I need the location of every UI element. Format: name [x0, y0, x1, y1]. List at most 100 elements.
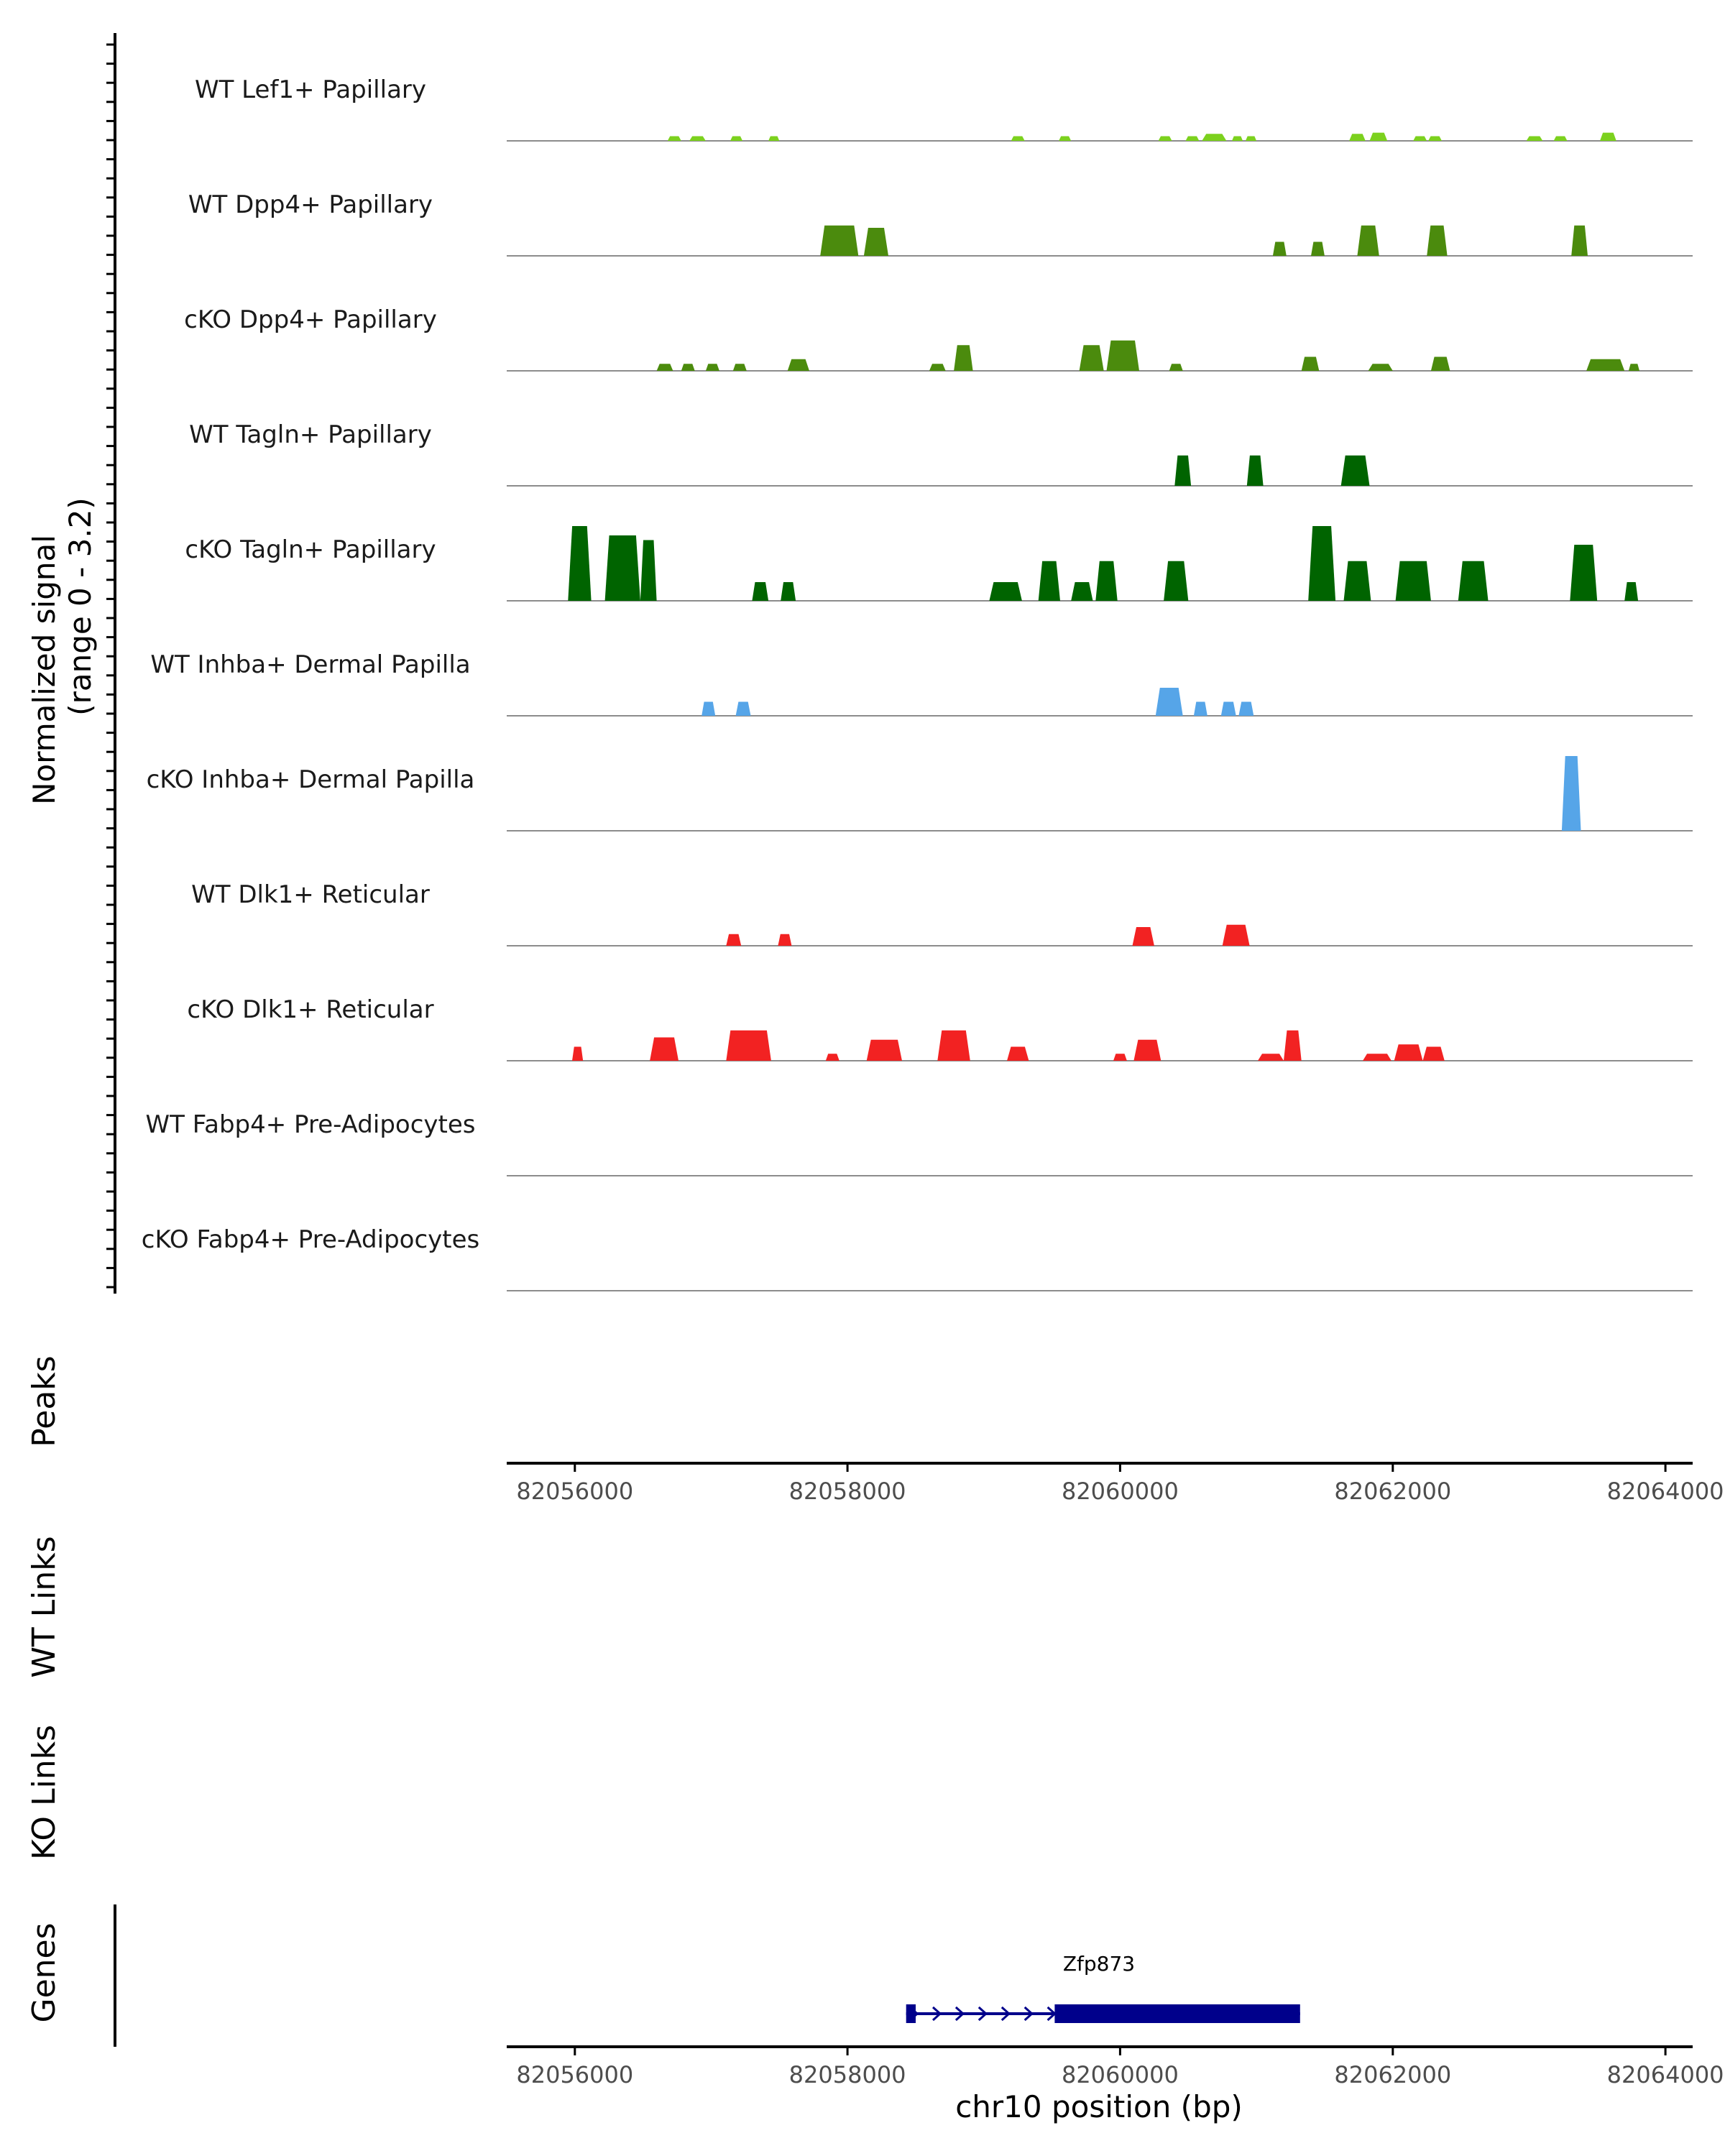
coverage-peak	[1007, 1046, 1029, 1061]
coverage-peak	[1394, 1044, 1423, 1061]
x-tick-label: 82064000	[1607, 1478, 1724, 1505]
coverage-peak	[1246, 455, 1264, 486]
track-cko-tagln-papillary: cKO Tagln+ Papillary	[185, 526, 1693, 602]
coverage-peak	[1071, 582, 1093, 601]
coverage-peak	[1368, 364, 1393, 371]
track-cko-dlk1-reticular: cKO Dlk1+ Reticular	[187, 995, 1693, 1061]
coverage-peak	[1553, 136, 1568, 141]
coverage-peak	[1430, 356, 1450, 371]
coverage-peak	[1571, 225, 1588, 256]
coverage-peak	[650, 1037, 678, 1061]
coverage-peak	[1369, 132, 1388, 141]
coverage-peak	[1561, 756, 1581, 831]
coverage-peak	[1222, 924, 1250, 946]
track-wt-dpp4-papillary: WT Dpp4+ Papillary	[188, 190, 1693, 257]
coverage-peak	[640, 540, 657, 601]
coverage-peak	[1059, 136, 1072, 141]
coverage-peak	[768, 136, 780, 141]
coverage-peak	[1395, 561, 1431, 601]
genes-label: Genes	[26, 1922, 63, 2022]
strand-arrow	[978, 2006, 988, 2022]
x-axis-label: chr10 position (bp)	[955, 2089, 1243, 2124]
coverage-peak	[726, 934, 742, 946]
coverage-peak	[1586, 359, 1625, 371]
coverage-peak	[656, 364, 673, 371]
coverage-peak	[568, 526, 592, 601]
coverage-peak	[1628, 364, 1639, 371]
coverage-peak	[1272, 241, 1287, 256]
x-tick-label: 82064000	[1607, 2061, 1724, 2088]
coverage-peak	[1220, 701, 1236, 716]
track-cko-inhba-dermal-papilla: cKO Inhba+ Dermal Papilla	[147, 756, 1693, 831]
coverage-peak	[937, 1030, 970, 1061]
coverage-peak	[787, 359, 809, 371]
strand-arrow	[932, 2006, 942, 2022]
track-cko-dpp4-papillary: cKO Dpp4+ Papillary	[184, 305, 1693, 372]
y-axis-label-line1: Normalized signal	[27, 535, 62, 805]
track-cko-fabp4-pre-adipocytes: cKO Fabp4+ Pre-Adipocytes	[142, 1225, 1693, 1291]
coverage-peak	[1570, 545, 1598, 601]
coverage-peak	[863, 228, 888, 256]
coverage-peak	[1311, 241, 1325, 256]
coverage-y-axis-ticks	[106, 43, 115, 1289]
coverage-peak	[1413, 136, 1427, 141]
track-label: WT Fabp4+ Pre-Adipocytes	[146, 1110, 476, 1139]
coverage-peak	[1349, 134, 1366, 141]
coverage-peak	[1458, 561, 1489, 601]
track-wt-fabp4-pre-adipocytes: WT Fabp4+ Pre-Adipocytes	[146, 1110, 1693, 1176]
coverage-peak	[1245, 136, 1257, 141]
coverage-peak	[667, 136, 681, 141]
track-label: WT Tagln+ Papillary	[189, 420, 432, 449]
track-wt-dlk1-reticular: WT Dlk1+ Reticular	[191, 880, 1693, 946]
coverage-peak	[572, 1046, 584, 1061]
coverage-peak	[929, 364, 946, 371]
track-label: WT Inhba+ Dermal Papilla	[150, 650, 470, 679]
strand-arrow	[1000, 2006, 1011, 2022]
coverage-peak	[1038, 561, 1060, 601]
gene-name-label: Zfp873	[1063, 1952, 1135, 1976]
strand-arrow	[1024, 2006, 1034, 2022]
track-label: cKO Dpp4+ Papillary	[184, 305, 437, 334]
coverage-peak	[681, 364, 695, 371]
track-wt-tagln-papillary: WT Tagln+ Papillary	[189, 420, 1693, 487]
coverage-peak	[1106, 340, 1139, 371]
x-tick-label: 82062000	[1334, 1478, 1451, 1505]
gene-x-axis-ticks: 82056000 82058000 82060000 82062000 82064000	[516, 2047, 1724, 2088]
gene-track	[906, 2004, 1300, 2023]
x-tick-label: 82056000	[516, 2061, 633, 2088]
coverage-peak	[1284, 1030, 1302, 1061]
coverage-peak	[1011, 136, 1025, 141]
peaks-label: Peaks	[26, 1355, 63, 1447]
coverage-tracks: WT Lef1+ Papillary WT Dpp4+ Papillary cKO …	[142, 75, 1693, 1291]
coverage-peak	[820, 225, 859, 256]
coverage-peak	[730, 136, 743, 141]
strand-arrow	[954, 2006, 965, 2022]
coverage-peak	[1155, 688, 1183, 716]
coverage-peak	[989, 582, 1022, 601]
coverage-peak	[1363, 1054, 1392, 1061]
track-label: cKO Inhba+ Dermal Papilla	[147, 765, 475, 794]
coverage-peak	[726, 1030, 771, 1061]
coverage-peak	[1185, 136, 1200, 141]
coverage-peak	[1308, 526, 1336, 601]
coverage-peak	[778, 934, 792, 946]
track-label: WT Dpp4+ Papillary	[188, 190, 433, 219]
coverage-peak	[1158, 136, 1172, 141]
coverage-peak	[1357, 225, 1379, 256]
coverage-peak	[1343, 561, 1371, 601]
strand-arrow	[909, 2006, 919, 2022]
coverage-peak	[1526, 136, 1543, 141]
ko-links-label: KO Links	[26, 1725, 63, 1860]
coverage-peak	[1174, 455, 1192, 486]
coverage-peak	[1427, 225, 1448, 256]
coverage-peak	[604, 535, 640, 601]
peaks-x-axis-ticks: 82056000 82058000 82060000 82062000 82064000	[516, 1463, 1724, 1505]
gene-exon	[1054, 2004, 1300, 2023]
track-label: WT Lef1+ Papillary	[195, 75, 426, 104]
strand-arrow	[1046, 2006, 1057, 2022]
x-tick-label: 82060000	[1062, 2061, 1179, 2088]
coverage-peak	[1301, 356, 1320, 371]
wt-links-label: WT Links	[26, 1536, 63, 1677]
coverage-peak	[1232, 136, 1243, 141]
